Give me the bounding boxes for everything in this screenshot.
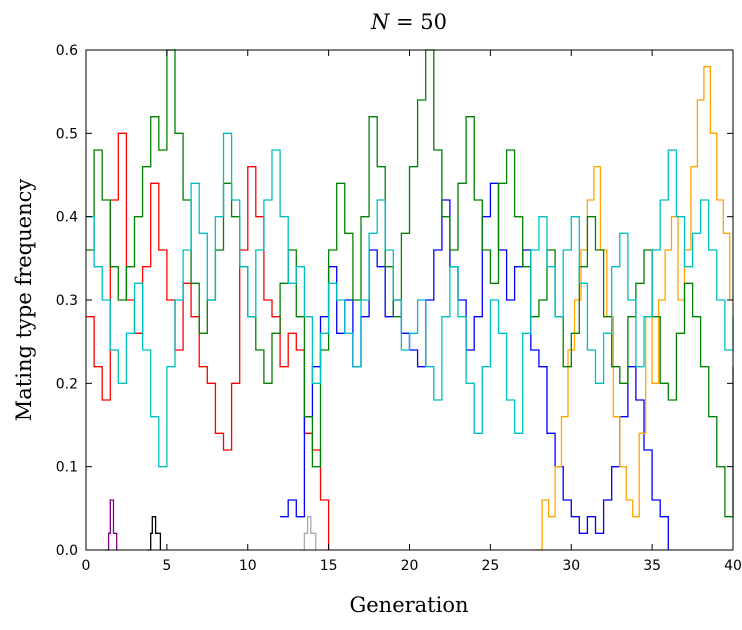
series-line-4 xyxy=(299,516,317,551)
y-tick-label: 0.0 xyxy=(56,543,78,559)
x-axis: 0 5 10 15 20 25 30 35 40 xyxy=(82,50,742,574)
x-tick-label: 35 xyxy=(643,558,661,574)
series-line-2 xyxy=(105,499,118,551)
y-tick-label: 0.3 xyxy=(56,293,78,309)
series-line-7 xyxy=(86,49,734,518)
series-line-5 xyxy=(280,182,669,550)
series-line-8 xyxy=(86,132,734,468)
series-line-6 xyxy=(535,66,731,551)
x-tick-label: 0 xyxy=(82,558,91,574)
series-layer xyxy=(86,49,734,551)
y-tick-label: 0.6 xyxy=(56,43,78,59)
chart-title-value: = 50 xyxy=(389,10,447,34)
y-axis-title: Mating type frequency xyxy=(12,179,36,422)
y-tick-label: 0.1 xyxy=(56,460,78,476)
x-tick-label: 30 xyxy=(562,558,580,574)
y-tick-label: 0.5 xyxy=(56,126,78,142)
x-axis-title: Generation xyxy=(349,593,468,617)
x-tick-label: 40 xyxy=(724,558,742,574)
x-tick-label: 15 xyxy=(320,558,338,574)
chart-title: N = 50 xyxy=(370,10,447,34)
series-line-3 xyxy=(147,516,162,551)
x-tick-label: 5 xyxy=(162,558,171,574)
y-tick-label: 0.2 xyxy=(56,376,78,392)
chart-title-variable: N xyxy=(370,10,390,34)
x-tick-label: 25 xyxy=(481,558,499,574)
y-tick-label: 0.4 xyxy=(56,210,78,226)
x-tick-label: 20 xyxy=(401,558,419,574)
series-line-1 xyxy=(86,132,330,550)
x-tick-label: 10 xyxy=(239,558,257,574)
y-axis: 0.0 0.1 0.2 0.3 0.4 0.5 0.6 xyxy=(56,43,733,559)
